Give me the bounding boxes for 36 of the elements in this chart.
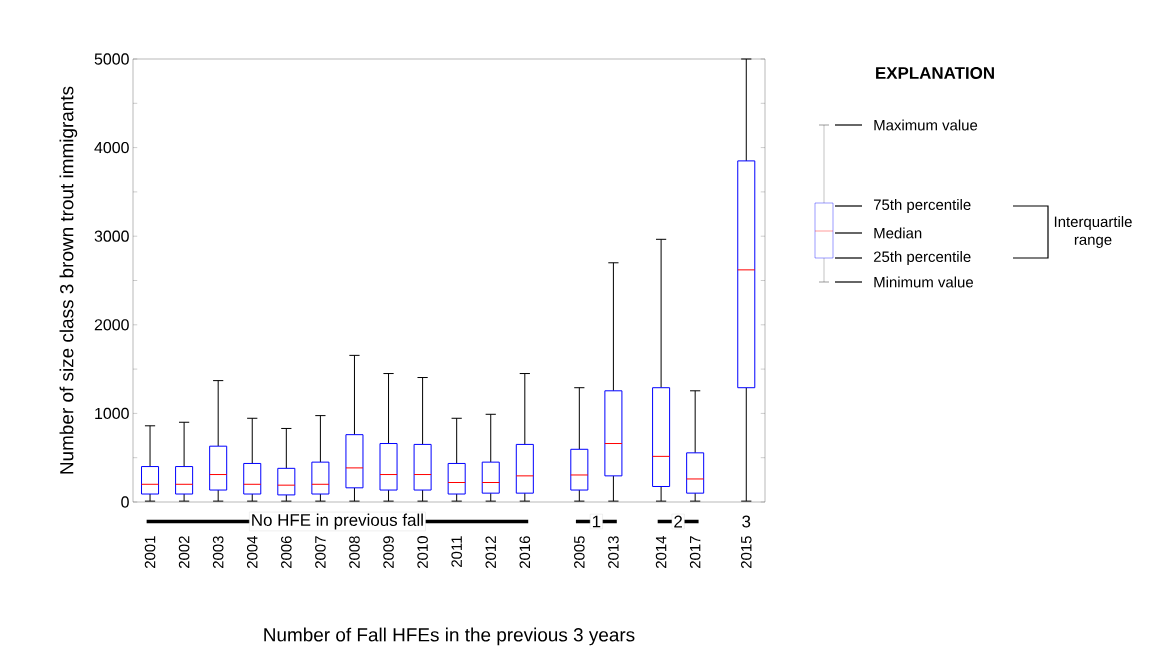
y-axis-title: Number of size class 3 brown trout immigrants [59,86,78,474]
x-tick-label: 2011 [451,536,462,567]
text: No HFE in previous fall [252,513,423,530]
x-tick-label: 2002 [178,536,190,569]
x-tick-label: 2001 [144,536,156,569]
x-tick-label: 2007 [315,536,326,569]
x-tick-label: 2005 [574,536,585,569]
text: 25th percentile [873,251,971,265]
x-tick-label: 2008 [349,536,360,569]
text: EXPLANATION [876,67,994,79]
x-tick-label: 2017 [689,536,701,569]
y-tick-label: 0 [121,496,129,508]
y-tick-label: 2000 [94,319,129,331]
x-tick-label: 2015 [740,536,752,569]
y-tick-label: 3000 [94,230,129,242]
text: 3 [742,515,751,528]
x-tick-label: 2014 [655,535,667,569]
x-tick-label: 2009 [383,536,394,569]
y-tick-label: 5000 [94,53,129,65]
x-tick-label: 2006 [281,536,292,569]
y-tick-label: 1000 [95,407,129,420]
text: Maximum value [874,119,978,131]
x-tick-label: 2010 [417,536,428,569]
y-tick-label: 4000 [94,141,129,154]
x-tick-label: 2012 [485,536,497,569]
x-tick-label: 2003 [212,536,224,569]
text: Interquartile range [1054,216,1132,248]
x-tick-label: 2013 [608,536,619,569]
x-tick-label: 2016 [519,536,531,569]
text: Median [874,227,922,239]
text: 75th percentile [873,199,971,213]
text: 2 [674,515,682,528]
text: 1 [592,515,601,528]
x-axis-title: Number of Fall HFEs in the previous 3 years [264,627,635,646]
x-tick-label: 2004 [246,535,258,569]
text: Minimum value [874,276,973,288]
